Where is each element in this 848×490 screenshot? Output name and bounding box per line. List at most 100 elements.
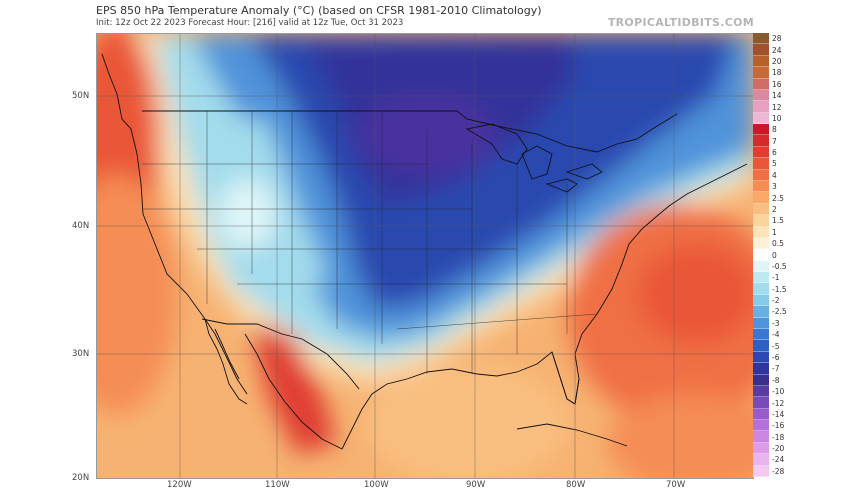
colorbar-swatch [753,124,769,136]
mexico-border [201,318,360,390]
temperature-anomaly-map [96,33,754,479]
colorbar-tick-label: -18 [772,432,785,442]
graticule [97,34,753,478]
florida [551,351,580,405]
canada-border [142,110,678,153]
colorbar-swatch [753,351,769,364]
colorbar-legend [753,33,769,477]
baja-california [204,318,248,405]
colorbar-swatch [753,158,769,170]
colorbar-swatch [753,55,769,68]
colorbar-swatch [753,181,769,193]
colorbar-tick-label: 2 [772,204,777,214]
colorbar-swatch [753,431,769,443]
map-canvas [97,34,753,478]
colorbar-swatch [753,33,769,45]
colorbar-tick-label: 10 [772,113,782,123]
colorbar-tick-label: 16 [772,79,782,89]
colorbar-tick-label: 2.5 [772,193,784,203]
colorbar-tick-label: 6 [772,148,777,158]
colorbar-tick-label: 18 [772,68,782,78]
colorbar-tick-label: 24 [772,45,782,55]
colorbar-tick-label: -12 [772,398,785,408]
colorbar-tick-label: -10 [772,387,785,397]
colorbar-tick-label: 8 [772,125,777,135]
colorbar-tick-label: -0.5 [772,261,787,271]
colorbar-tick-label: 5 [772,159,777,169]
colorbar-swatch [753,363,769,375]
colorbar-tick-label: 1 [772,227,777,237]
colorbar-swatch [753,215,769,227]
colorbar-swatch [753,340,769,352]
lon-label-80w: 80W [566,480,586,490]
colorbar-tick-label: -24 [772,455,785,465]
state-boundaries [142,111,598,374]
colorbar-swatch [753,408,769,421]
colorbar-swatch [753,317,769,329]
colorbar-tick-label: 20 [772,56,782,66]
colorbar-swatch [753,44,769,56]
colorbar-tick-label: -20 [772,444,785,454]
colorbar-swatch [753,374,769,386]
colorbar-tick-label: -1 [772,273,780,283]
colorbar-swatch [753,226,769,238]
colorbar-swatch [753,397,769,409]
colorbar-swatch [753,465,769,477]
lat-label-50n: 50N [72,91,90,101]
colorbar-swatch [753,89,769,102]
west-coastline [101,53,248,395]
lon-label-70w: 70W [666,480,686,490]
lon-label-120w: 120W [167,480,192,490]
site-watermark: TROPICALTIDBITS.COM [607,16,754,29]
colorbar-swatch [753,272,769,284]
colorbar-tick-label: 28 [772,34,782,44]
colorbar-swatch [753,101,769,113]
lat-label-20n: 20N [72,473,90,483]
colorbar-tick-label: -6 [772,352,780,362]
colorbar-tick-label: -7 [772,364,780,374]
colorbar-swatch [753,112,769,125]
colorbar-tick-label: 14 [772,91,782,101]
colorbar-tick-label: -14 [772,409,785,419]
lon-label-110w: 110W [265,480,290,490]
colorbar-tick-label: 4 [772,170,777,180]
colorbar-swatch [753,146,769,159]
colorbar-swatch [753,385,769,398]
colorbar-swatch [753,203,769,216]
colorbar-swatch [753,78,769,90]
great-lakes [465,123,603,193]
colorbar-swatch [753,420,769,432]
colorbar-swatch [753,135,769,147]
colorbar-tick-label: 0 [772,250,777,260]
colorbar-tick-label: 12 [772,102,782,112]
colorbar-tick-label: 0.5 [772,239,784,249]
colorbar-tick-label: -2 [772,296,780,306]
colorbar-tick-label: -3 [772,318,780,328]
colorbar-swatch [753,294,769,307]
colorbar-swatch [753,283,769,295]
colorbar-tick-label: -2.5 [772,307,787,317]
colorbar-tick-label: 3 [772,182,777,192]
colorbar-tick-label: -4 [772,330,780,340]
colorbar-swatch [753,442,769,455]
lon-label-90w: 90W [466,480,486,490]
colorbar-swatch [753,454,769,466]
colorbar-tick-label: -1.5 [772,284,787,294]
colorbar-tick-label: -28 [772,466,785,476]
cuba [516,423,628,447]
map-subtitle: Init: 12z Oct 22 2023 Forecast Hour: [21… [96,18,404,28]
lon-label-100w: 100W [364,480,389,490]
colorbar-swatch [753,249,769,261]
colorbar-swatch [753,192,769,204]
colorbar-tick-label: -16 [772,421,785,431]
lat-label-40n: 40N [72,221,90,231]
east-coast [581,163,748,335]
colorbar-tick-label: 7 [772,136,777,146]
map-title: EPS 850 hPa Temperature Anomaly (°C) (ba… [96,4,542,17]
colorbar-tick-label: -5 [772,341,780,351]
colorbar-swatch [753,306,769,318]
lat-label-30n: 30N [72,349,90,359]
colorbar-swatch [753,169,769,181]
colorbar-tick-label: -8 [772,375,780,385]
colorbar-swatch [753,329,769,341]
